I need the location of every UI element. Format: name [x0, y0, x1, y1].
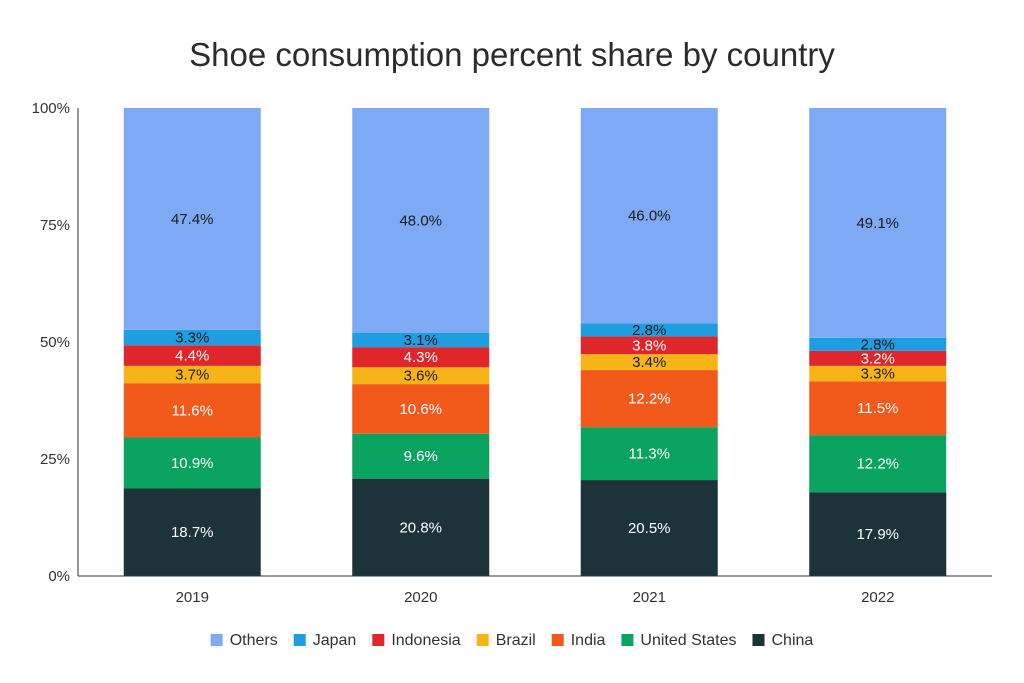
- legend-item-china: China: [752, 632, 813, 649]
- legend-label: Indonesia: [391, 632, 460, 649]
- bar-segment-china-2021: [580, 480, 718, 576]
- data-label-india-2019: 11.6%: [172, 402, 213, 419]
- y-tick-label: 0%: [48, 568, 70, 585]
- data-label-indonesia-2021: 3.8%: [632, 337, 666, 354]
- data-label-china-2019: 18.7%: [171, 524, 214, 541]
- data-label-united-states-2021: 11.3%: [629, 446, 670, 463]
- data-label-indonesia-2020: 4.3%: [404, 349, 438, 366]
- y-tick-label: 50%: [40, 334, 70, 351]
- bar-segment-india-2021: [580, 370, 718, 428]
- data-label-indonesia-2019: 4.4%: [175, 348, 209, 365]
- bar-segment-japan-2022: [809, 337, 947, 351]
- bar-segment-japan-2019: [123, 329, 261, 346]
- bar-segment-brazil-2022: [809, 365, 947, 382]
- legend-item-india: India: [551, 632, 606, 649]
- legend-label: Japan: [313, 632, 357, 649]
- data-label-others-2021: 46.0%: [628, 208, 671, 225]
- data-label-united-states-2022: 12.2%: [856, 456, 899, 473]
- legend-item-indonesia: Indonesia: [372, 632, 461, 649]
- bar-segment-indonesia-2020: [352, 347, 490, 368]
- bar-segment-indonesia-2022: [809, 350, 947, 366]
- data-label-japan-2022: 2.8%: [861, 336, 895, 353]
- data-label-japan-2020: 3.1%: [404, 332, 438, 349]
- data-label-india-2020: 10.6%: [399, 401, 442, 418]
- legend-item-others: Others: [210, 632, 278, 649]
- bar-segment-brazil-2021: [580, 354, 718, 371]
- data-label-china-2022: 17.9%: [856, 526, 899, 543]
- legend-swatch: [293, 634, 306, 646]
- bar-segment-others-2020: [352, 108, 490, 333]
- bar-segment-others-2022: [809, 108, 947, 338]
- data-label-brazil-2021: 3.4%: [632, 354, 666, 371]
- bar-segment-others-2019: [123, 108, 261, 330]
- data-label-united-states-2020: 9.6%: [404, 448, 438, 465]
- bar-segment-china-2019: [123, 488, 261, 576]
- data-label-brazil-2022: 3.3%: [861, 366, 895, 383]
- y-tick-label: 75%: [40, 217, 70, 234]
- legend-swatch: [476, 634, 489, 646]
- bar-segment-japan-2020: [352, 332, 490, 348]
- x-tick-label: 2020: [404, 589, 437, 606]
- legend-item-united-states: United States: [621, 632, 736, 649]
- bar-segment-india-2020: [352, 384, 490, 434]
- legend-swatch: [752, 634, 765, 646]
- bar-segment-united-states-2022: [809, 435, 947, 493]
- bar-segment-indonesia-2021: [580, 336, 718, 355]
- data-label-japan-2019: 3.3%: [175, 330, 209, 347]
- x-tick-label: 2019: [176, 589, 209, 606]
- data-label-others-2020: 48.0%: [399, 212, 442, 229]
- data-label-brazil-2020: 3.6%: [404, 368, 438, 385]
- legend-swatch: [621, 634, 634, 646]
- legend-swatch: [210, 634, 223, 646]
- legend-swatch: [372, 634, 385, 646]
- data-label-india-2021: 12.2%: [628, 391, 671, 408]
- data-label-united-states-2019: 10.9%: [171, 455, 214, 472]
- chart-title: Shoe consumption percent share by countr…: [189, 36, 835, 73]
- legend-label: Others: [230, 632, 278, 649]
- bar-segment-india-2022: [809, 381, 947, 436]
- legend-label: India: [571, 632, 606, 649]
- bar-segment-japan-2021: [580, 323, 718, 337]
- x-tick-label: 2022: [861, 589, 894, 606]
- bar-segment-indonesia-2019: [123, 345, 261, 366]
- y-tick-label: 100%: [32, 100, 70, 117]
- legend-item-japan: Japan: [293, 632, 357, 649]
- axes-group: 2019 2020 2021 2022 0% 25% 50% 75% 100%: [32, 100, 992, 606]
- legend-swatch: [551, 634, 564, 646]
- bars-group: 18.7%10.9%11.6%3.7%4.4%3.3%47.4%20.8%9.6…: [123, 108, 947, 576]
- data-label-india-2022: 11.5%: [857, 400, 898, 417]
- x-tick-label: 2021: [633, 589, 666, 606]
- bar-segment-others-2021: [580, 108, 718, 324]
- legend: Others Japan Indonesia Brazil India United St…: [210, 632, 813, 649]
- legend-item-brazil: Brazil: [476, 632, 536, 649]
- legend-label: Brazil: [496, 632, 536, 649]
- y-tick-label: 25%: [40, 451, 70, 468]
- bar-segment-china-2022: [809, 492, 947, 576]
- data-label-others-2022: 49.1%: [856, 215, 899, 232]
- data-label-brazil-2019: 3.7%: [175, 367, 209, 384]
- data-label-china-2021: 20.5%: [628, 520, 671, 537]
- bar-segment-brazil-2019: [123, 365, 261, 384]
- bar-segment-india-2019: [123, 383, 261, 438]
- data-label-indonesia-2022: 3.2%: [861, 350, 895, 367]
- data-label-others-2019: 47.4%: [171, 211, 214, 228]
- bar-segment-china-2020: [352, 478, 490, 576]
- data-label-china-2020: 20.8%: [399, 519, 442, 536]
- data-label-japan-2021: 2.8%: [632, 322, 666, 339]
- bar-segment-united-states-2021: [580, 427, 718, 481]
- legend-label: United States: [640, 632, 736, 649]
- bar-segment-united-states-2019: [123, 437, 261, 489]
- bar-segment-brazil-2020: [352, 367, 490, 385]
- bar-segment-united-states-2020: [352, 433, 490, 479]
- legend-label: China: [771, 632, 813, 649]
